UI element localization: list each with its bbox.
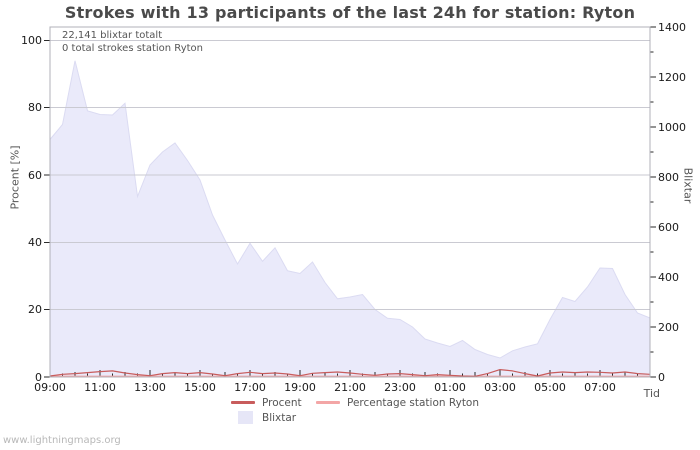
annotation-total-strokes: 22,141 blixtar totalt bbox=[62, 30, 163, 41]
x-tick-label: 15:00 bbox=[184, 381, 216, 394]
y-right-tick-label: 1200 bbox=[658, 70, 686, 84]
chart-title: Strokes with 13 participants of the last… bbox=[64, 3, 636, 22]
y-axis-label-right: Blixtar bbox=[681, 167, 695, 204]
legend-label-procent: Procent bbox=[262, 397, 302, 409]
x-tick-label: 09:00 bbox=[34, 381, 66, 394]
x-tick-label: 03:00 bbox=[484, 381, 516, 394]
legend-label-percentage-station: Percentage station Ryton bbox=[347, 397, 480, 409]
x-tick-label: 11:00 bbox=[84, 381, 116, 394]
legend-swatch-procent bbox=[231, 401, 255, 404]
y-left-tick-label: 60 bbox=[28, 168, 42, 182]
x-tick-label: 07:00 bbox=[584, 381, 616, 394]
y-right-tick-label: 200 bbox=[658, 320, 679, 334]
y-right-tick-label: 400 bbox=[658, 270, 679, 284]
y-left-tick-label: 80 bbox=[28, 101, 42, 115]
x-tick-label: 17:00 bbox=[234, 381, 266, 394]
y-right-tick-label: 600 bbox=[658, 220, 679, 234]
legend-swatch-percentage-station bbox=[316, 401, 340, 404]
x-tick-label: 05:00 bbox=[534, 381, 566, 394]
y-left-tick-label: 0 bbox=[35, 370, 42, 384]
legend-swatch-blixtar bbox=[238, 411, 253, 424]
x-tick-label: 21:00 bbox=[334, 381, 366, 394]
y-left-tick-label: 20 bbox=[28, 303, 42, 317]
x-tick-label: 19:00 bbox=[284, 381, 316, 394]
x-axis-label: Tid bbox=[643, 387, 660, 400]
y-right-tick-label: 1000 bbox=[658, 120, 686, 134]
area-series-blixtar bbox=[50, 60, 650, 378]
watermark-link[interactable]: www.lightningmaps.org bbox=[3, 435, 121, 446]
x-tick-label: 23:00 bbox=[384, 381, 416, 394]
area-series-blixtar-edge bbox=[49, 60, 651, 359]
x-tick-label: 01:00 bbox=[434, 381, 466, 394]
y-right-tick-label: 1400 bbox=[658, 20, 686, 34]
plot-frame bbox=[49, 26, 651, 378]
y-left-tick-label: 40 bbox=[28, 235, 42, 249]
x-tick-label: 13:00 bbox=[134, 381, 166, 394]
legend-label-blixtar: Blixtar bbox=[262, 412, 297, 424]
annotation-station-strokes: 0 total strokes station Ryton bbox=[62, 43, 203, 54]
y-left-tick-label: 100 bbox=[21, 33, 42, 47]
y-right-tick-label: 0 bbox=[658, 370, 665, 384]
line-series-procent bbox=[49, 369, 651, 377]
y-right-tick-label: 800 bbox=[658, 170, 679, 184]
